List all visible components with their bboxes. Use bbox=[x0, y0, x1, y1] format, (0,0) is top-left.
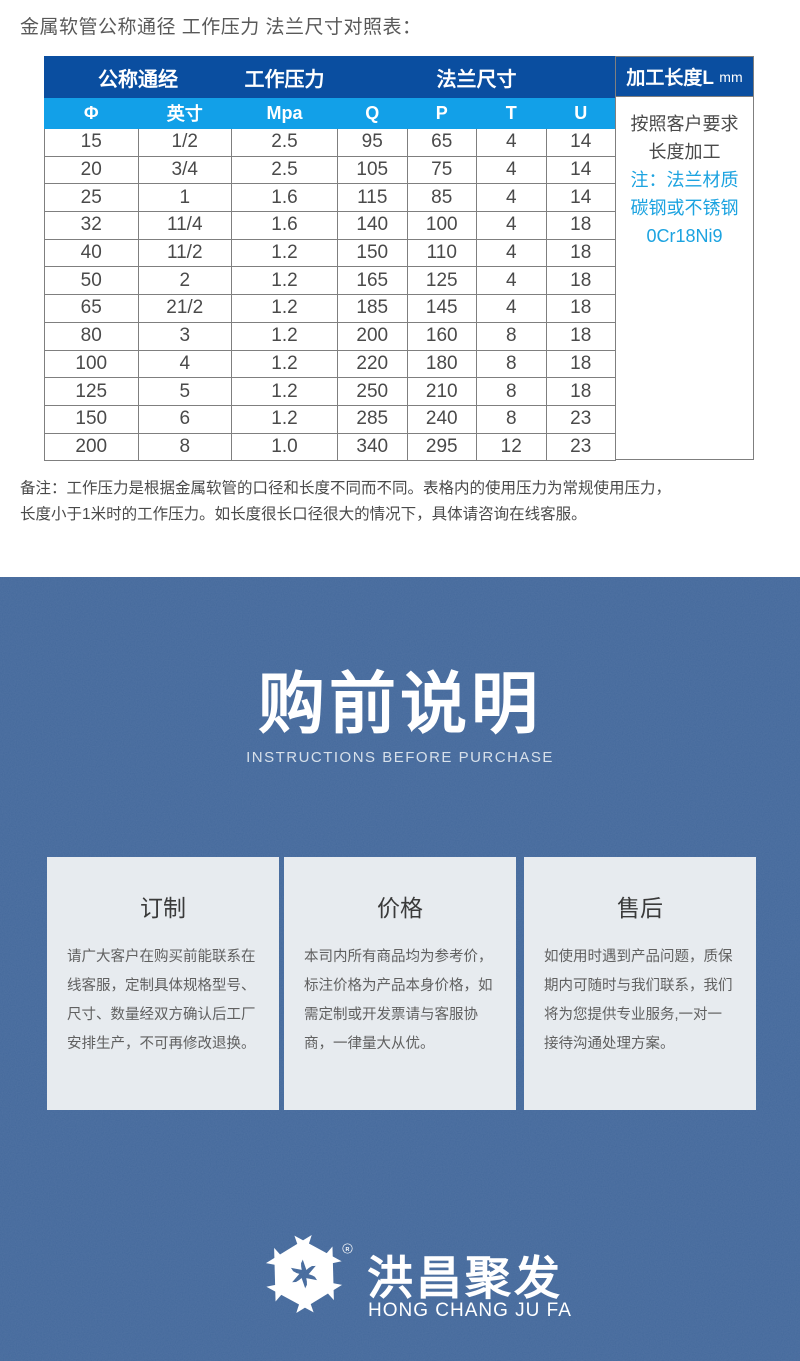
svg-text:R: R bbox=[346, 1247, 350, 1253]
